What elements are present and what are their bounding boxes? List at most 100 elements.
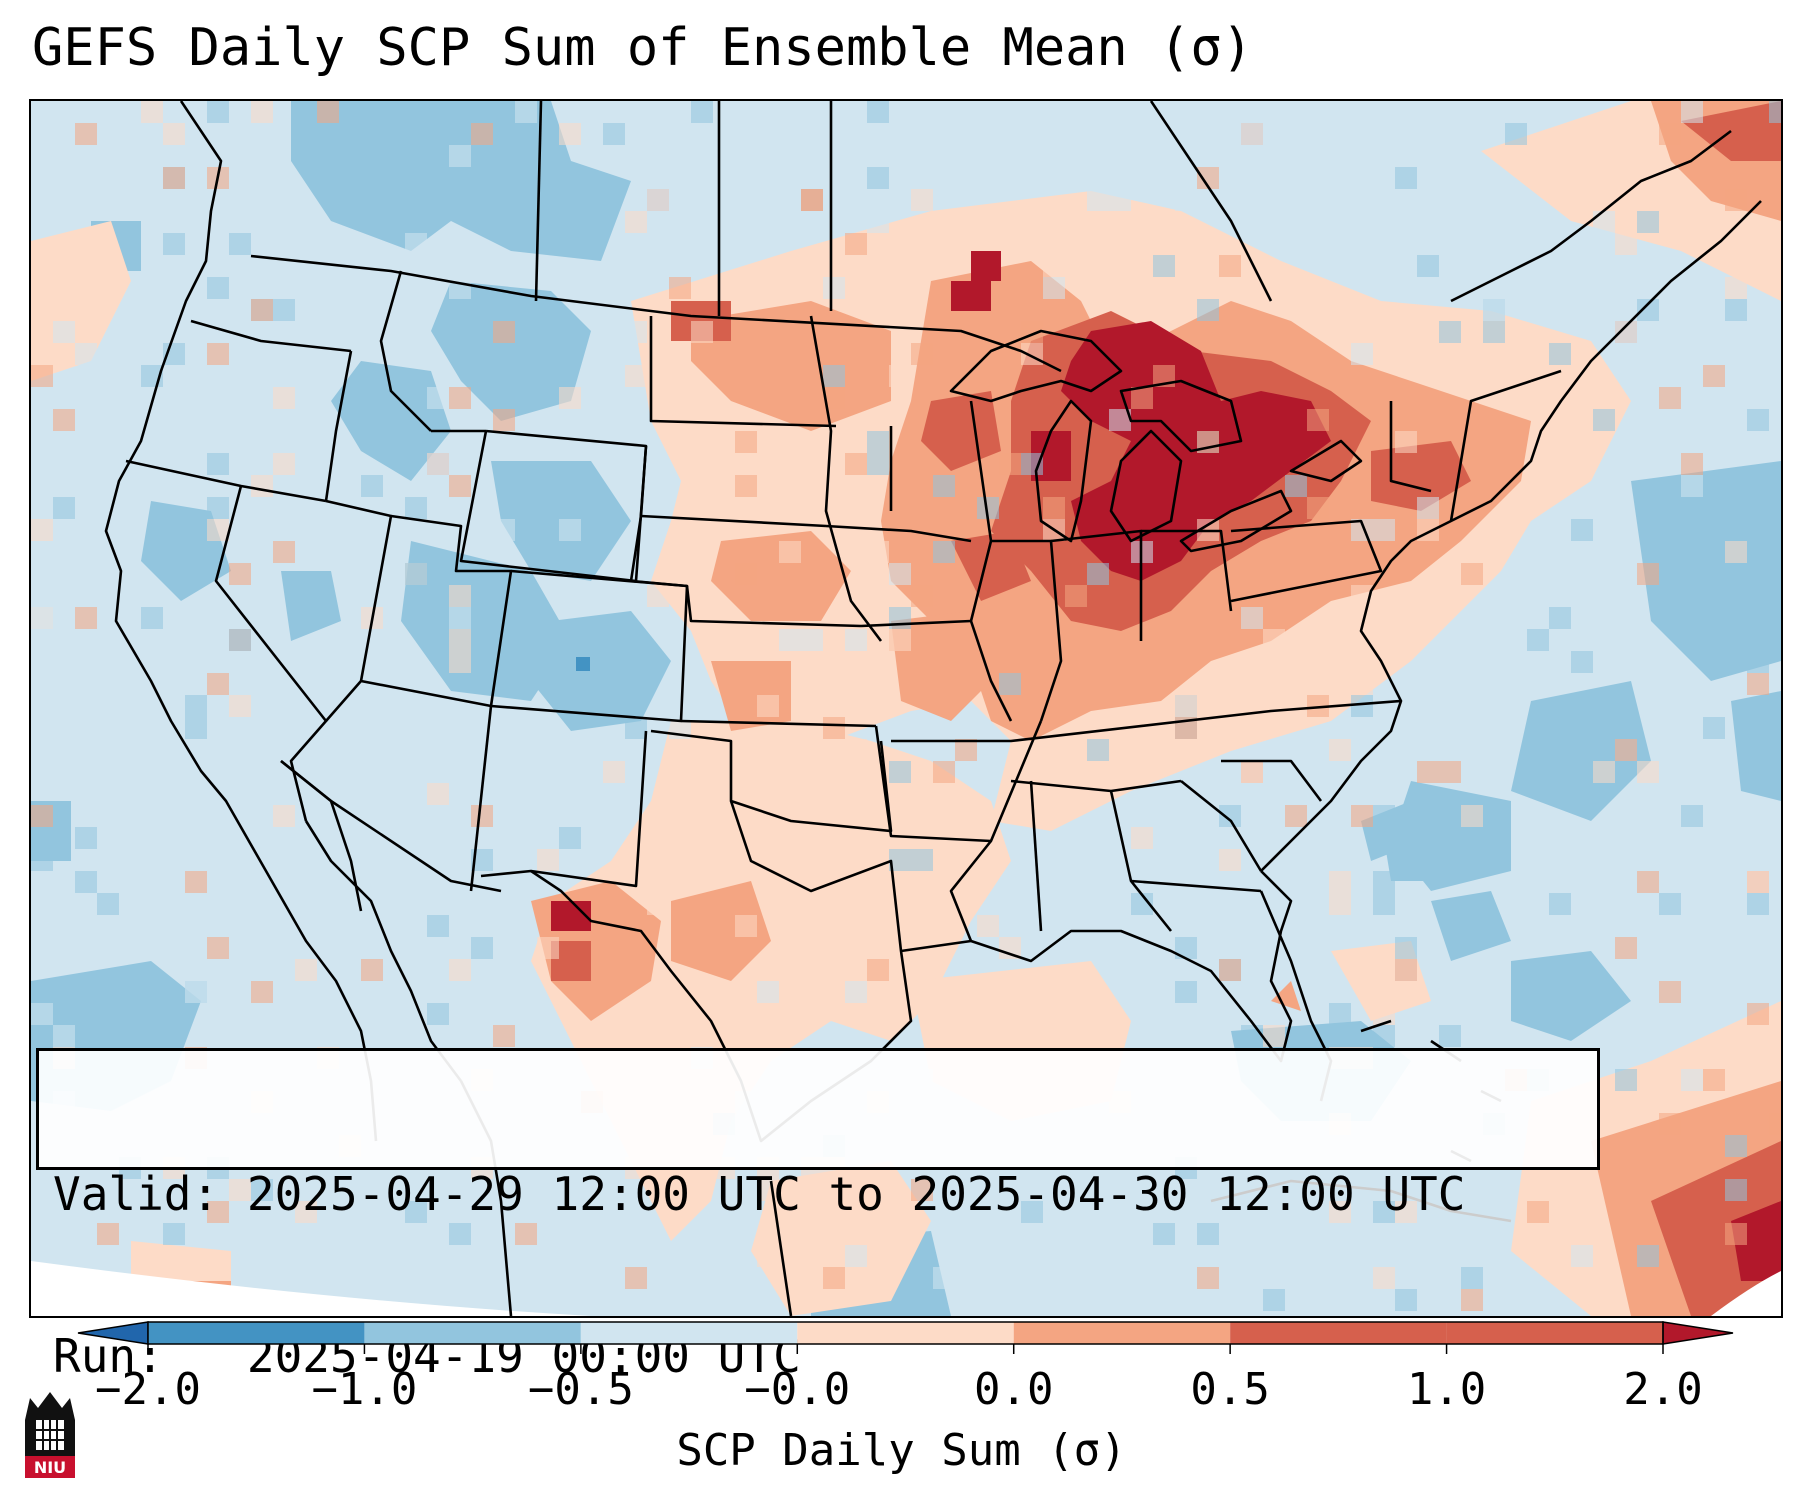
grid-cell xyxy=(1703,365,1725,387)
grid-cell xyxy=(845,1245,867,1267)
colorbar-tick-label: 2.0 xyxy=(1623,1364,1702,1415)
grid-cell xyxy=(229,409,251,431)
grid-cell xyxy=(1241,123,1263,145)
grid-cell xyxy=(75,827,97,849)
grid-cell xyxy=(537,937,559,959)
grid-cell xyxy=(1373,1025,1395,1047)
grid-cell xyxy=(1725,1135,1747,1157)
grid-cell xyxy=(449,1223,471,1245)
grid-cell xyxy=(75,123,97,145)
grid-cell xyxy=(999,673,1021,695)
grid-cell xyxy=(119,409,141,431)
grid-cell xyxy=(251,981,273,1003)
colorbar-extend-high xyxy=(1662,1321,1734,1345)
grid-cell xyxy=(559,123,581,145)
grid-cell xyxy=(449,629,471,651)
niu-logo-text: NIU xyxy=(34,1458,66,1477)
grid-cell xyxy=(449,585,471,607)
grid-cell xyxy=(493,321,515,343)
grid-cell xyxy=(1681,453,1703,475)
grid-cell xyxy=(1747,893,1769,915)
grid-cell xyxy=(757,981,779,1003)
colorbar-ticks: −2.0 −1.0 −0.5 −0.0 0.0 0.5 1.0 2.0 xyxy=(95,1344,1703,1415)
grid-cell xyxy=(845,981,867,1003)
grid-cell xyxy=(405,563,427,585)
projection-edge-right xyxy=(1711,1271,1781,1316)
grid-cell xyxy=(889,365,911,387)
run-row: Run: 2025-04-19 00:00 UTC xyxy=(53,1329,1583,1383)
valid-row: Valid: 2025-04-29 12:00 UTC to 2025-04-3… xyxy=(53,1167,1583,1221)
grid-cell xyxy=(823,365,845,387)
colorbar-segments xyxy=(77,1321,1734,1345)
grid-cell xyxy=(449,145,471,167)
grid-cell xyxy=(1395,937,1417,959)
grid-cell xyxy=(1417,255,1439,277)
grid-cell xyxy=(1461,1267,1483,1289)
grid-cell xyxy=(471,849,493,871)
grid-cell xyxy=(1329,893,1351,915)
grid-cell xyxy=(449,651,471,673)
grid-cell xyxy=(1131,827,1153,849)
grid-cell xyxy=(1681,1069,1703,1091)
colorbar-tick-label: −1.0 xyxy=(311,1364,417,1415)
colorbar-outline xyxy=(147,1321,1664,1345)
grid-cell xyxy=(1087,189,1109,211)
grid-cell xyxy=(1637,871,1659,893)
grid-cell xyxy=(427,387,449,409)
grid-cell xyxy=(1351,211,1373,233)
grid-cell xyxy=(427,453,449,475)
grid-cell xyxy=(625,717,647,739)
grid-cell xyxy=(867,431,889,453)
grid-cell xyxy=(405,1201,427,1223)
grid-cell xyxy=(1219,849,1241,871)
grid-cell xyxy=(1307,497,1329,519)
grid-cell xyxy=(317,101,339,123)
grid-cell xyxy=(229,1179,251,1201)
grid-cell xyxy=(1373,1201,1395,1223)
grid-cell xyxy=(1175,189,1197,211)
grid-cell xyxy=(207,453,229,475)
grid-cell xyxy=(1329,871,1351,893)
grid-cell xyxy=(1659,893,1681,915)
grid-cell xyxy=(1351,673,1373,695)
grid-cell xyxy=(1637,761,1659,783)
grid-cell xyxy=(1681,475,1703,497)
grid-cell xyxy=(1637,211,1659,233)
grid-cell xyxy=(1527,629,1549,651)
grid-cell xyxy=(1153,1223,1175,1245)
grid-cell xyxy=(911,343,933,365)
grid-cell xyxy=(207,101,229,123)
grid-cell xyxy=(427,915,449,937)
grid-cell xyxy=(1549,893,1571,915)
grid-cell xyxy=(537,343,559,365)
grid-cell xyxy=(449,475,471,497)
grid-cell xyxy=(911,189,933,211)
grid-cell xyxy=(1549,607,1571,629)
grid-cell xyxy=(75,607,97,629)
grid-cell xyxy=(207,519,229,541)
grid-cell xyxy=(185,453,207,475)
grid-cell xyxy=(229,233,251,255)
grid-cell xyxy=(185,695,207,717)
grid-cell xyxy=(207,497,229,519)
grid-cell xyxy=(53,475,75,497)
grid-cell xyxy=(845,233,867,255)
grid-cell xyxy=(31,519,53,541)
grid-cell xyxy=(1681,805,1703,827)
grid-cell xyxy=(1241,1025,1263,1047)
grid-cell xyxy=(427,981,449,1003)
colorbar-tick-label: 0.5 xyxy=(1190,1364,1269,1415)
grid-cell xyxy=(1043,871,1065,893)
grid-cell xyxy=(1175,981,1197,1003)
grid-cell xyxy=(1043,167,1065,189)
grid-cell xyxy=(1043,277,1065,299)
grid-cell xyxy=(471,805,493,827)
grid-cell xyxy=(31,849,53,871)
grid-cell xyxy=(559,519,581,541)
grid-cell xyxy=(1285,475,1307,497)
grid-cell xyxy=(141,607,163,629)
grid-cell xyxy=(823,717,845,739)
grid-cell xyxy=(801,629,823,651)
grid-cell xyxy=(53,321,75,343)
grid-cell xyxy=(1637,299,1659,321)
